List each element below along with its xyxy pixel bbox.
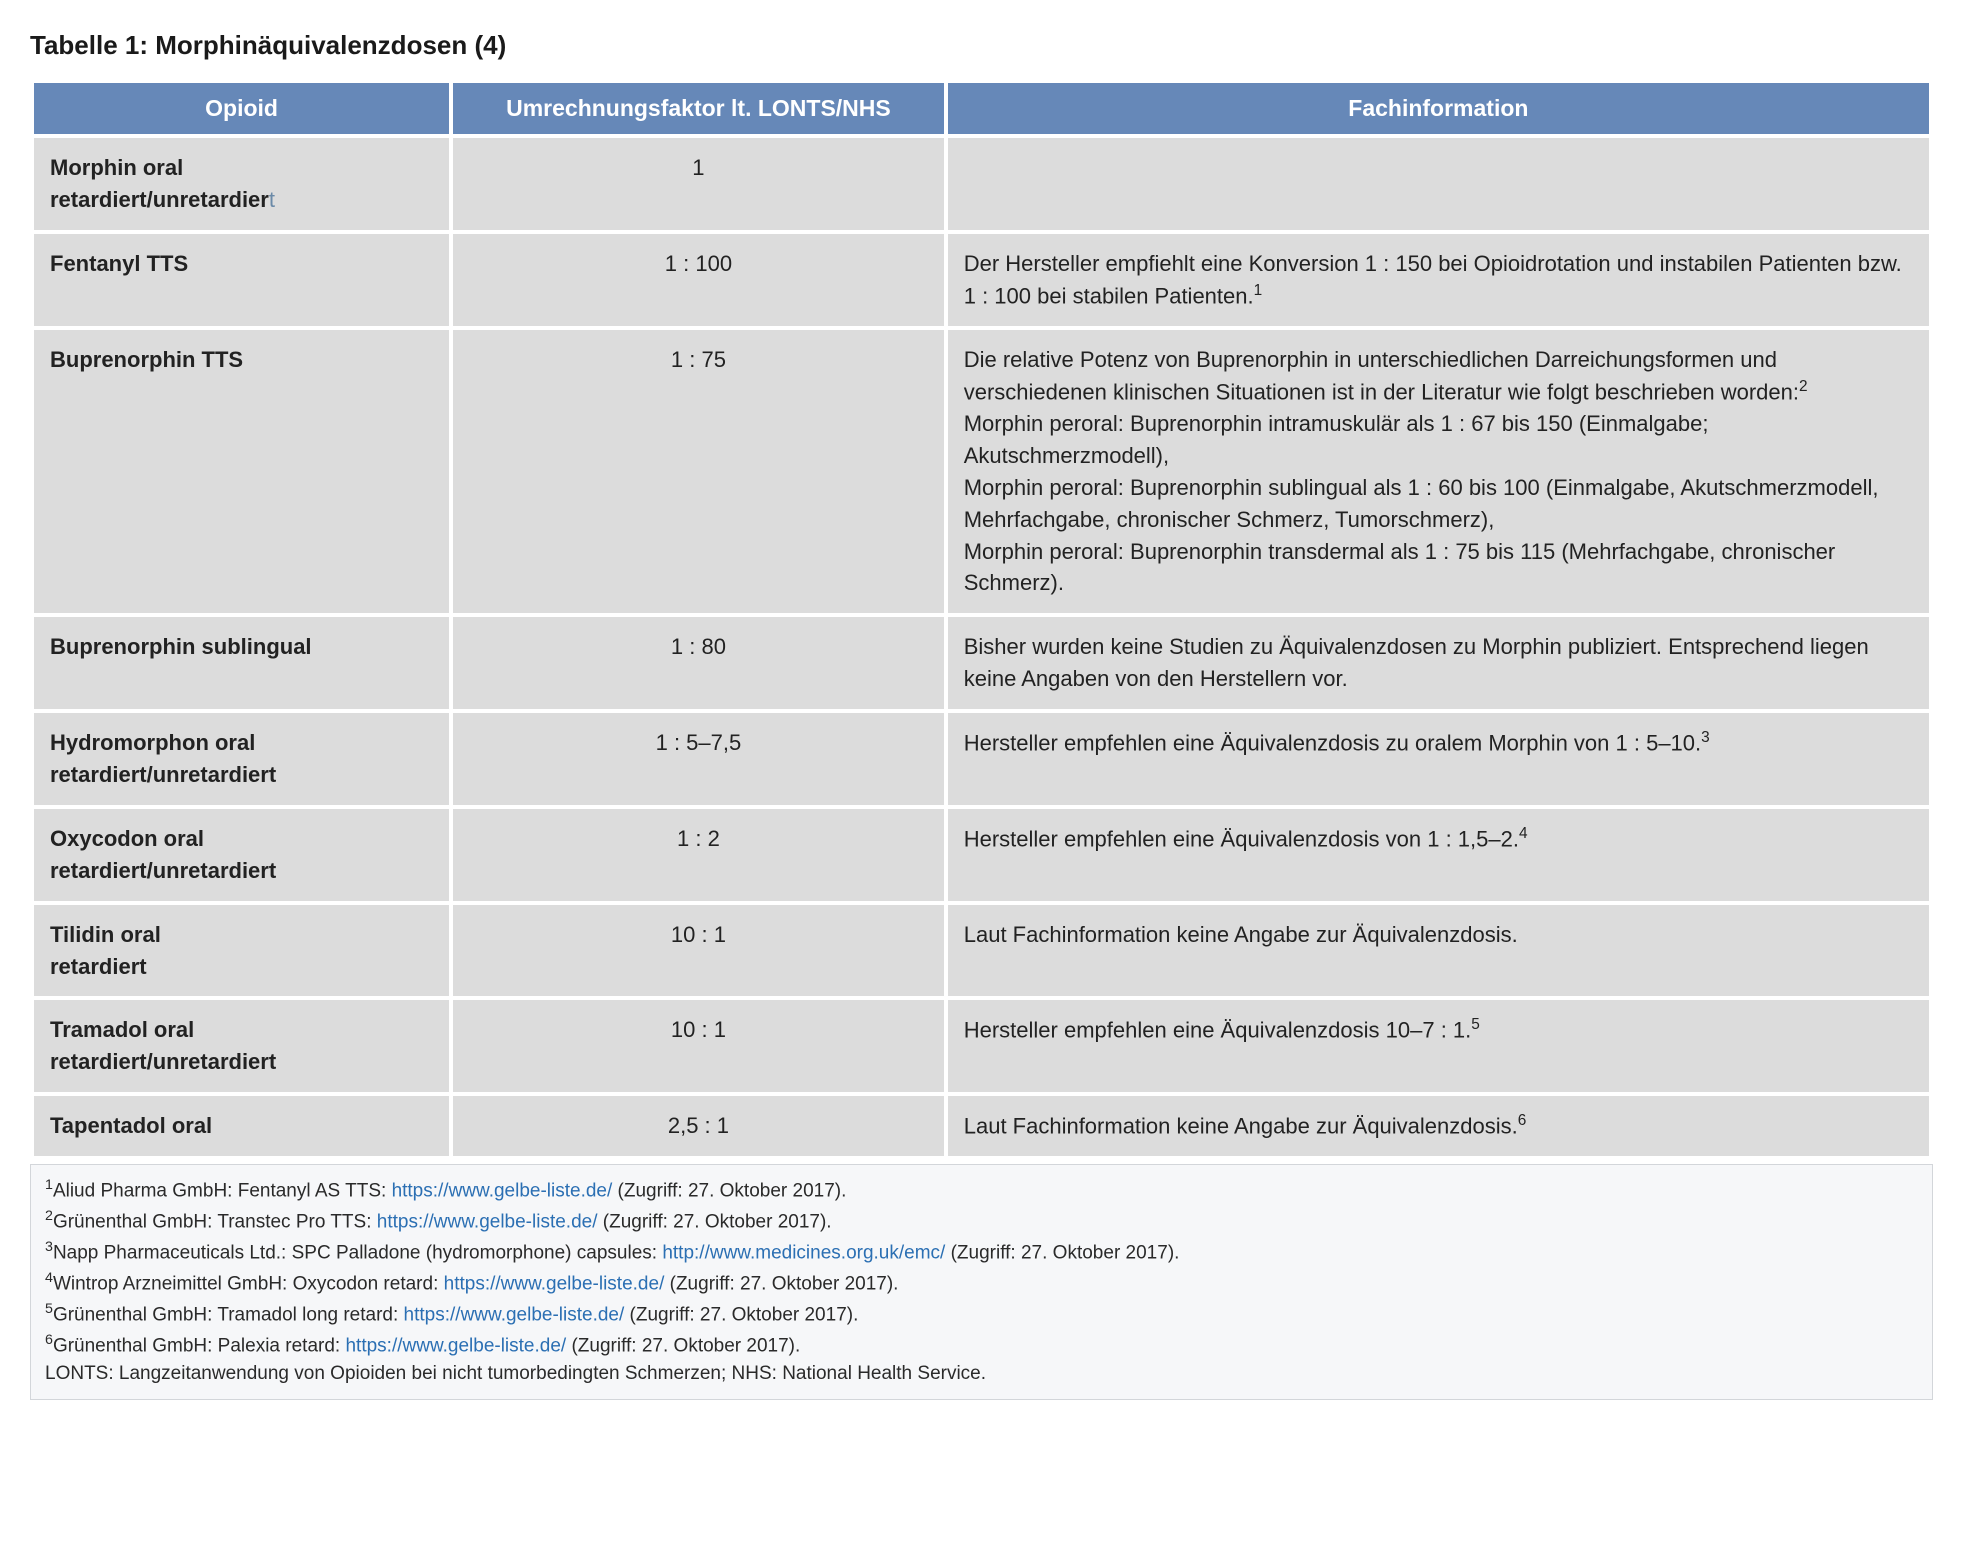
footnotes-box: 1Aliud Pharma GmbH: Fentanyl AS TTS: htt… — [30, 1164, 1933, 1399]
cell-opioid: Hydromorphon oralretardiert/unretardiert — [34, 713, 449, 805]
footnote-link[interactable]: https://www.gelbe-liste.de/ — [444, 1273, 665, 1294]
cell-opioid: Tramadol oralretardiert/unretardiert — [34, 1000, 449, 1092]
footnote-line: 2Grünenthal GmbH: Transtec Pro TTS: http… — [45, 1206, 1918, 1237]
footnote-link[interactable]: https://www.gelbe-liste.de/ — [404, 1304, 625, 1325]
table-row: Oxycodon oralretardiert/unretardiert1 : … — [34, 809, 1929, 901]
equivalence-table: Opioid Umrechnungsfaktor lt. LONTS/NHS F… — [30, 79, 1933, 1160]
cell-info: Hersteller empfehlen eine Äquivalenzdosi… — [948, 713, 1929, 805]
cell-opioid: Fentanyl TTS — [34, 234, 449, 326]
table-row: Hydromorphon oralretardiert/unretardiert… — [34, 713, 1929, 805]
footnote-line: 1Aliud Pharma GmbH: Fentanyl AS TTS: htt… — [45, 1175, 1918, 1206]
cell-opioid: Tilidin oralretardiert — [34, 905, 449, 997]
col-header-opioid: Opioid — [34, 83, 449, 134]
col-header-info: Fachinformation — [948, 83, 1929, 134]
footnote-link[interactable]: http://www.medicines.org.uk/emc/ — [662, 1242, 945, 1263]
cell-factor: 1 : 5–7,5 — [453, 713, 944, 805]
table-row: Tilidin oralretardiert10 : 1Laut Fachinf… — [34, 905, 1929, 997]
cell-info: Hersteller empfehlen eine Äquivalenzdosi… — [948, 1000, 1929, 1092]
table-header-row: Opioid Umrechnungsfaktor lt. LONTS/NHS F… — [34, 83, 1929, 134]
cell-factor: 10 : 1 — [453, 905, 944, 997]
cell-info: Hersteller empfehlen eine Äquivalenzdosi… — [948, 809, 1929, 901]
cell-info: Die relative Potenz von Buprenorphin in … — [948, 330, 1929, 613]
cell-opioid: Morphin oralretardiert/unretardiert — [34, 138, 449, 230]
footnote-line: 3Napp Pharmaceuticals Ltd.: SPC Palladon… — [45, 1237, 1918, 1268]
footnote-line: 4Wintrop Arzneimittel GmbH: Oxycodon ret… — [45, 1268, 1918, 1299]
cell-opioid: Oxycodon oralretardiert/unretardiert — [34, 809, 449, 901]
footnote-link[interactable]: https://www.gelbe-liste.de/ — [392, 1181, 613, 1202]
cell-factor: 1 : 75 — [453, 330, 944, 613]
abbreviations-line: LONTS: Langzeitanwendung von Opioiden be… — [45, 1360, 1918, 1389]
cell-opioid: Buprenorphin sublingual — [34, 617, 449, 709]
cell-factor: 1 : 100 — [453, 234, 944, 326]
table-row: Buprenorphin TTS1 : 75Die relative Poten… — [34, 330, 1929, 613]
cell-factor: 1 : 2 — [453, 809, 944, 901]
cell-info — [948, 138, 1929, 230]
footnote-line: 5Grünenthal GmbH: Tramadol long retard: … — [45, 1299, 1918, 1330]
cell-info: Bisher wurden keine Studien zu Äquivalen… — [948, 617, 1929, 709]
cell-opioid: Tapentadol oral — [34, 1096, 449, 1156]
cell-factor: 2,5 : 1 — [453, 1096, 944, 1156]
cell-info: Der Hersteller empfiehlt eine Konversion… — [948, 234, 1929, 326]
footnote-link[interactable]: https://www.gelbe-liste.de/ — [345, 1335, 566, 1356]
cell-opioid: Buprenorphin TTS — [34, 330, 449, 613]
col-header-factor: Umrechnungsfaktor lt. LONTS/NHS — [453, 83, 944, 134]
cell-factor: 1 : 80 — [453, 617, 944, 709]
cell-info: Laut Fachinformation keine Angabe zur Äq… — [948, 905, 1929, 997]
table-row: Fentanyl TTS1 : 100Der Hersteller empfie… — [34, 234, 1929, 326]
table-title: Tabelle 1: Morphinäquivalenzdosen (4) — [30, 30, 1933, 61]
footnote-link[interactable]: https://www.gelbe-liste.de/ — [377, 1212, 598, 1233]
cell-factor: 1 — [453, 138, 944, 230]
table-row: Tapentadol oral2,5 : 1Laut Fachinformati… — [34, 1096, 1929, 1156]
cell-info: Laut Fachinformation keine Angabe zur Äq… — [948, 1096, 1929, 1156]
cell-factor: 10 : 1 — [453, 1000, 944, 1092]
table-row: Tramadol oralretardiert/unretardiert10 :… — [34, 1000, 1929, 1092]
table-row: Morphin oralretardiert/unretardiert1 — [34, 138, 1929, 230]
table-row: Buprenorphin sublingual1 : 80Bisher wurd… — [34, 617, 1929, 709]
footnote-line: 6Grünenthal GmbH: Palexia retard: https:… — [45, 1330, 1918, 1361]
